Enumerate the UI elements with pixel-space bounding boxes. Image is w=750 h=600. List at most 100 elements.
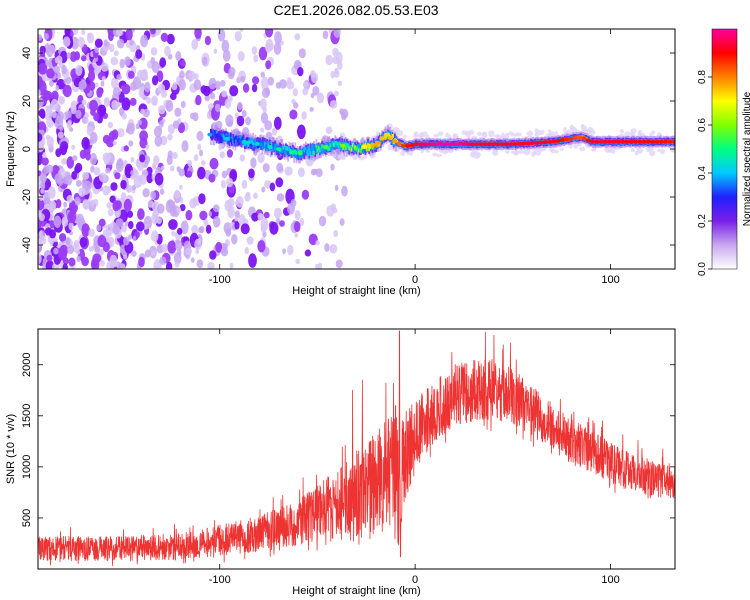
spectrogram-cell [265, 43, 272, 53]
spectrogram-cell [244, 193, 251, 202]
spectrogram-cell [90, 132, 98, 144]
spectrogram-ridge-cell [345, 142, 348, 147]
spectrogram-cell [114, 200, 122, 210]
chart-title: C2E1.2026.082.05.53.E03 [273, 2, 438, 18]
spectrogram-cell [330, 70, 335, 79]
spectrogram-ridge-cell [282, 145, 285, 150]
spectrogram-cell [66, 52, 71, 59]
spectrogram-cell [94, 38, 103, 48]
spectrogram-cell [130, 81, 137, 92]
spectrogram-ridge-cell [314, 147, 317, 157]
spectrogram-cell [212, 216, 221, 228]
spectrogram-cell [61, 216, 69, 227]
spectrogram-cell [96, 224, 102, 232]
spectrogram-cell [261, 88, 270, 98]
spectrogram-cell [139, 174, 147, 185]
spectrogram-peak [632, 139, 639, 144]
spectrogram-ridge-cell [391, 134, 394, 138]
spectrogram-cell [128, 220, 134, 230]
spectrogram-cell [261, 186, 266, 193]
spectrogram-cell [582, 125, 588, 132]
spectrogram-peak [430, 142, 437, 147]
spectrogram-cell [151, 61, 160, 73]
spectrogram-cell [241, 110, 247, 118]
spectrogram-peak [499, 142, 505, 147]
spectrogram-cell [85, 151, 91, 161]
spectrogram-cell [62, 263, 68, 269]
spectrogram-cell [123, 145, 129, 152]
spectrogram-peak [594, 139, 600, 144]
spectrogram-cell [234, 31, 242, 42]
spectrogram-cell [493, 134, 501, 138]
spectrogram-peak [362, 145, 368, 149]
spectrogram-peak [495, 142, 501, 147]
spectrogram-ridge-cell [262, 142, 265, 147]
spectrogram-cell [301, 189, 310, 200]
spectrogram-ridge-cell [341, 141, 344, 146]
spectrogram-cell [170, 92, 177, 101]
spectrogram-peak [663, 139, 669, 144]
spectrogram-cell [287, 202, 295, 215]
spectrogram-cell [224, 98, 232, 109]
spectrogram-cell [114, 172, 121, 180]
spectrogram-ridge-cell [309, 147, 312, 155]
spectrogram-ridge-cell [349, 146, 352, 153]
spectrogram-ridge-cell [224, 131, 226, 139]
spectrogram-cell [260, 76, 269, 91]
spectrogram-cell [220, 179, 226, 189]
spectrogram-cell [61, 158, 68, 165]
spectrogram-cell [204, 35, 211, 46]
spectrogram-cell [119, 58, 125, 69]
spectrogram-peak [551, 139, 557, 144]
spectrogram-cell [310, 168, 317, 176]
spectrogram-cell [144, 249, 151, 258]
spectrogram-cell [74, 196, 81, 206]
spectrogram-cell [550, 148, 557, 154]
spectrogram-cell [69, 51, 78, 62]
spectrogram-peak [504, 142, 510, 147]
spectrogram-cell [138, 256, 145, 268]
spectrogram-cell [46, 68, 55, 79]
spectrogram-cell [508, 131, 514, 136]
spectrogram-ridge-cell [297, 149, 300, 154]
spectrogram-cell [229, 262, 234, 269]
spectrogram-cell [526, 130, 534, 137]
spectrogram-cell [55, 115, 64, 130]
spectrogram-cell [102, 241, 110, 253]
spectrogram-cell [123, 198, 132, 212]
spectrogram-cell [44, 114, 50, 120]
spectrogram-ridge-cell [321, 147, 324, 154]
spectrogram-cell [318, 215, 327, 227]
spectrogram-cell [142, 188, 150, 198]
spectrogram-ridge-cell [253, 140, 256, 147]
x-tick-label: -100 [209, 574, 231, 586]
spectrogram-ridge-cell [347, 144, 349, 149]
spectrogram-cell [316, 92, 325, 104]
spectrogram-ridge-cell [288, 147, 291, 151]
spectrogram-cell [116, 74, 122, 81]
spectrogram-cell [181, 140, 189, 152]
spectrogram-cell [76, 213, 85, 227]
spectrogram-ridge-cell [348, 142, 351, 149]
spectrogram-ridge-cell [321, 144, 324, 149]
spectrogram-cell [81, 178, 88, 189]
spectrogram-cell [175, 51, 182, 61]
spectrogram-peak [650, 139, 656, 144]
spectrogram-cell [309, 107, 314, 112]
spectrogram-cell [106, 202, 112, 209]
spectrogram-ridge-cell [337, 143, 340, 148]
spectrogram-peak [456, 142, 462, 147]
spectrogram-panel: -100 0 100 -40 -20 0 20 40 Height of straight … [5, 28, 676, 297]
spectrogram-cell [175, 240, 183, 252]
spectrogram-cell [97, 104, 106, 117]
spectrogram-cell [318, 262, 323, 269]
spectrogram-ridge-cell [285, 149, 287, 156]
spectrogram-cell [115, 218, 124, 228]
spectrogram-cell [195, 248, 200, 255]
spectrogram-ridge-cell [364, 142, 367, 147]
spectrogram-cell [81, 55, 87, 62]
spectrogram-peak [555, 138, 561, 143]
spectrogram-ridge-cell [351, 143, 354, 148]
spectrogram-cell [276, 193, 285, 202]
spectrogram-ridge-cell [338, 141, 341, 146]
